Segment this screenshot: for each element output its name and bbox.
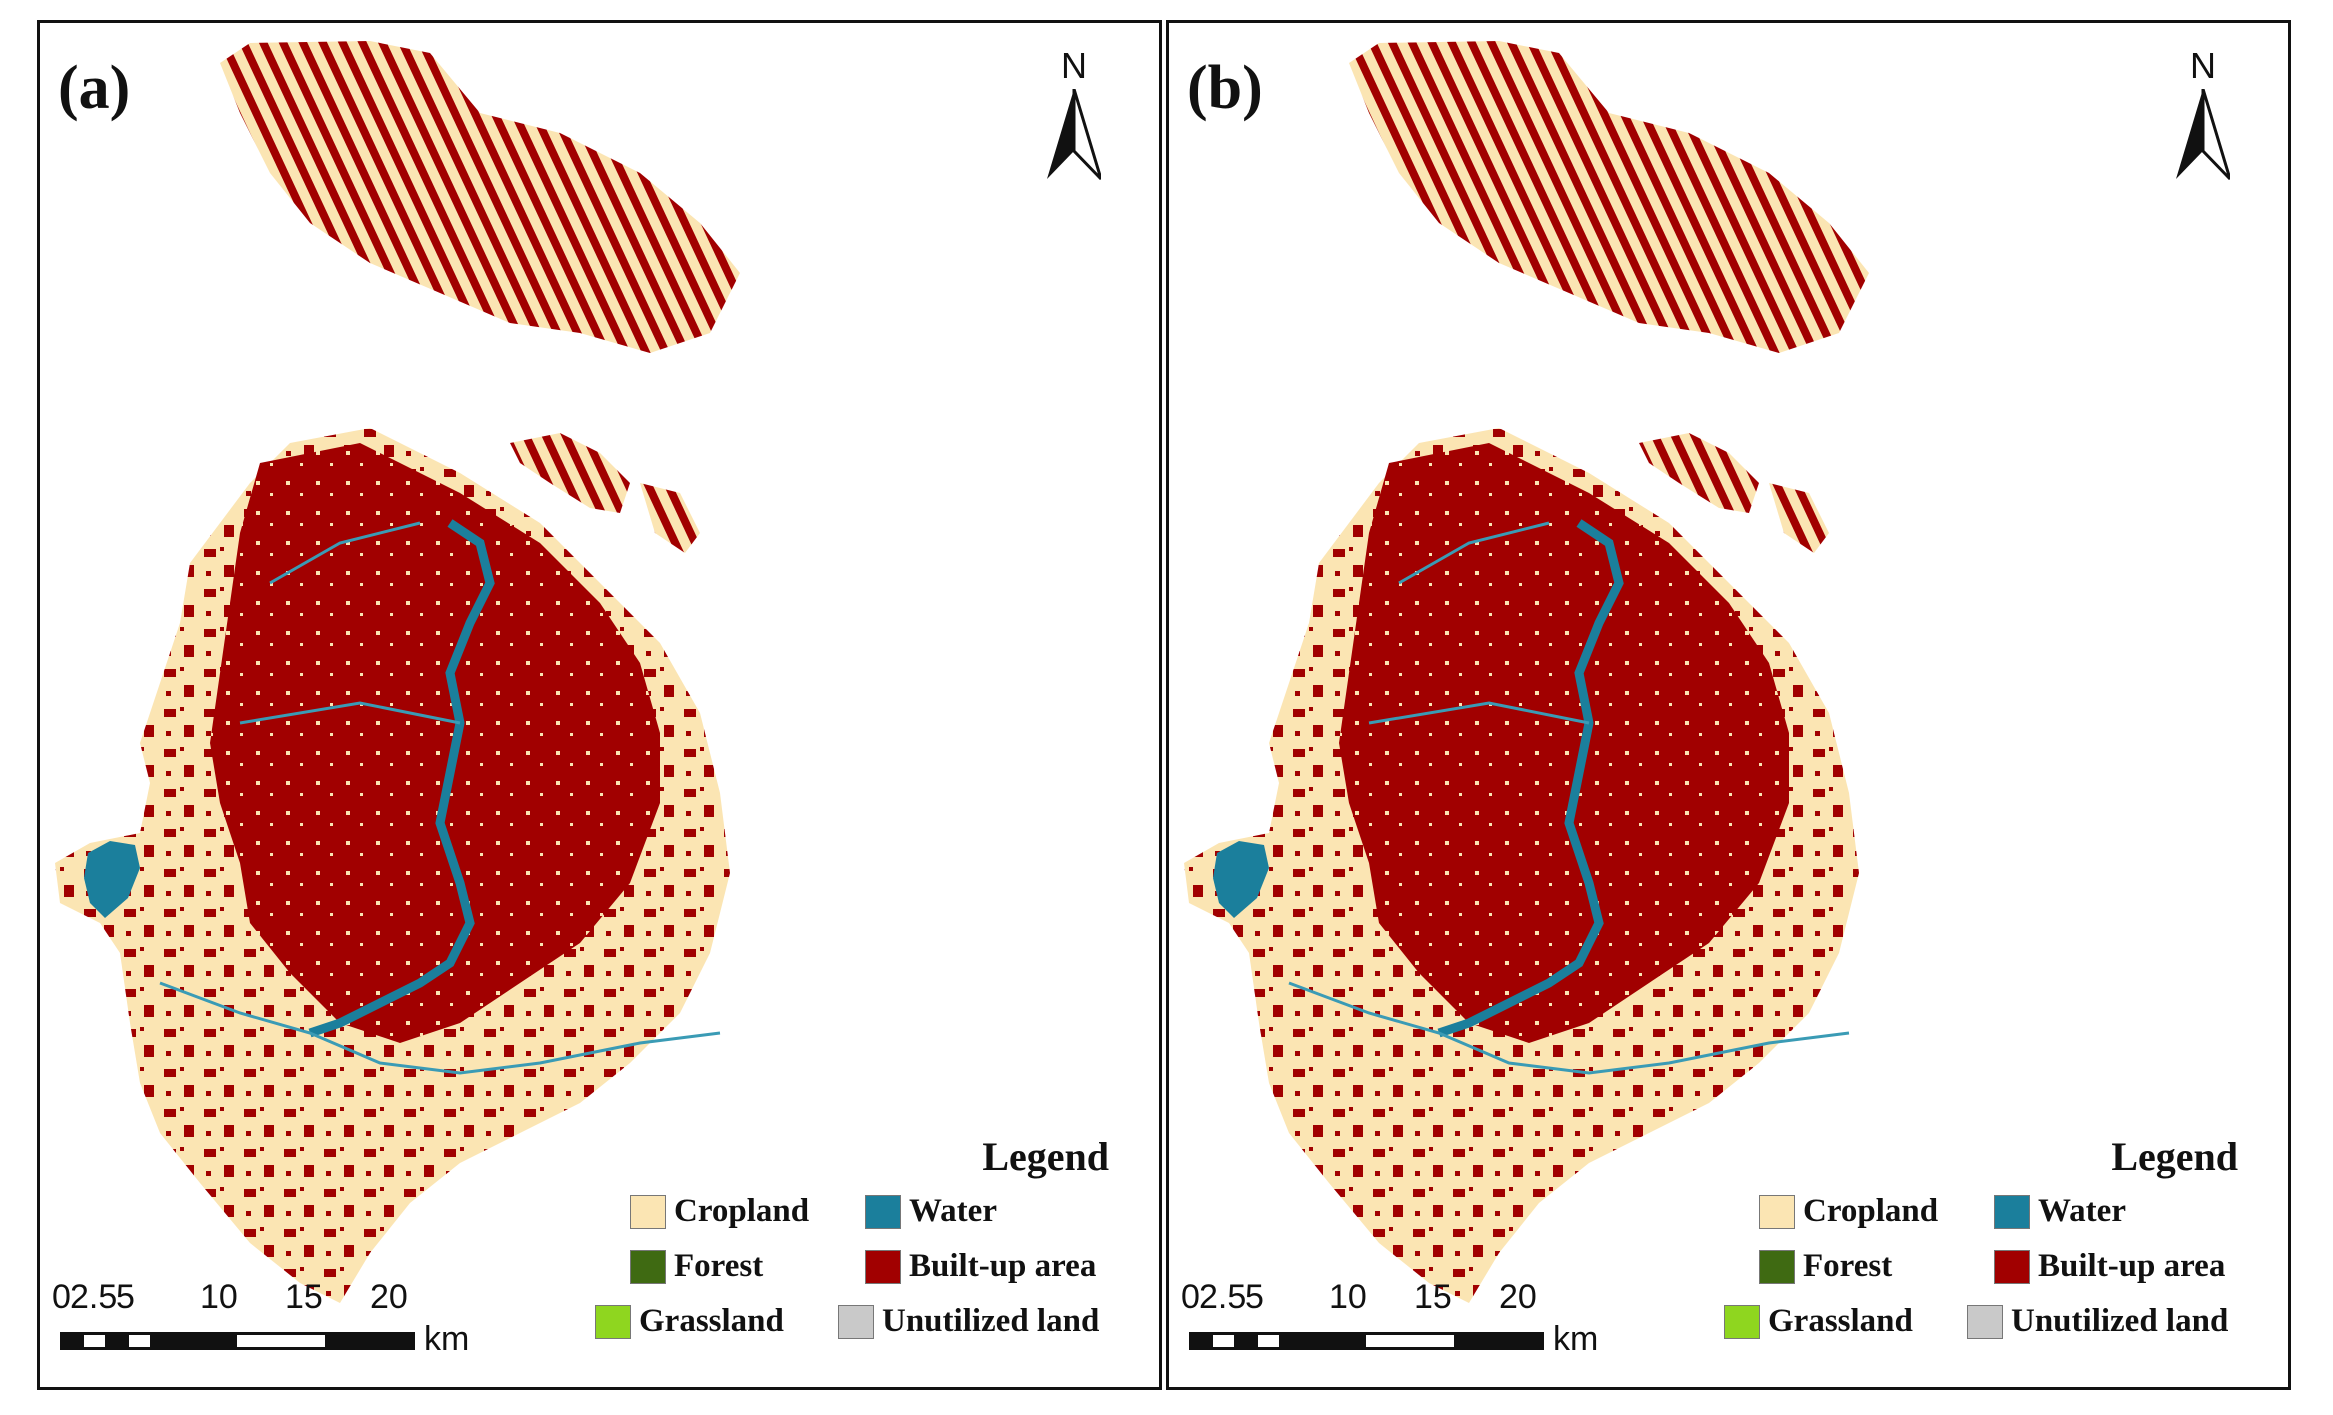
- legend-swatch-grassland: [1724, 1304, 1760, 1339]
- legend-swatch-water: [1994, 1194, 2030, 1229]
- legend-label: Cropland: [674, 1193, 810, 1229]
- north-arrow-icon: [2176, 89, 2230, 181]
- scale-tick: 10: [1329, 1278, 1367, 1316]
- legend-item-water: Water: [865, 1193, 997, 1230]
- river-main: [1437, 519, 1624, 1038]
- scale-tick: 20: [1499, 1278, 1537, 1316]
- lake: [1213, 841, 1269, 918]
- legend-item-grassland: Grassland: [595, 1303, 784, 1340]
- legend-label: Water: [909, 1193, 997, 1229]
- legend-title: Legend: [2111, 1134, 2238, 1179]
- legend-item-forest: Forest: [1759, 1248, 1892, 1285]
- scale-unit: km: [424, 1320, 470, 1358]
- legend-label: Forest: [674, 1248, 764, 1284]
- legend-swatch-unutilized: [1967, 1304, 2003, 1339]
- scale-bar: 0 2.5 5 10 15 20 km: [40, 1278, 500, 1378]
- scale-ticks: 0 2.5 5 10 15 20: [1169, 1278, 1629, 1318]
- legend-swatch-forest: [630, 1249, 666, 1284]
- land-use-map: [1184, 41, 1869, 1303]
- river-minor: [1288, 981, 1850, 1075]
- legend-item-unutilized: Unutilized land: [1967, 1303, 2228, 1340]
- scale-tick: 0: [1181, 1278, 1200, 1316]
- legend-item-grassland: Grassland: [1724, 1303, 1913, 1340]
- lake: [84, 841, 140, 918]
- island-north: [220, 41, 740, 353]
- island-north: [1349, 41, 1869, 353]
- scale-tick: 20: [370, 1278, 408, 1316]
- urban-core: [1339, 443, 1789, 1043]
- legend-item-forest: Forest: [630, 1248, 763, 1285]
- north-arrow: N: [1039, 45, 1109, 185]
- legend-swatch-built-up: [865, 1249, 901, 1284]
- legend-item-unutilized: Unutilized land: [838, 1303, 1099, 1340]
- legend-label: Cropland: [1803, 1193, 1939, 1229]
- legend-swatch-unutilized: [838, 1304, 874, 1339]
- scale-tick: 5: [1245, 1278, 1264, 1316]
- river-minor-2: [239, 521, 461, 725]
- river-minor: [159, 981, 721, 1075]
- scale-tick: 0: [52, 1278, 71, 1316]
- legend: Cropland Water Forest Built-up area Gras…: [595, 1193, 1155, 1373]
- island-small-2: [640, 483, 700, 553]
- legend-label: Water: [2038, 1193, 2126, 1229]
- legend-item-built-up: Built-up area: [865, 1248, 1096, 1285]
- map-panel-b: (b) N Legend Cropland Water Forest Built…: [1166, 20, 2291, 1390]
- panel-label: (a): [58, 54, 131, 122]
- scale-bar-graphic: [60, 1332, 415, 1350]
- legend-swatch-water: [865, 1194, 901, 1229]
- legend-label: Unutilized land: [882, 1303, 1100, 1339]
- scale-unit: km: [1553, 1320, 1599, 1358]
- legend-swatch-built-up: [1994, 1249, 2030, 1284]
- island-small-1: [1639, 433, 1759, 513]
- legend-item-built-up: Built-up area: [1994, 1248, 2225, 1285]
- legend-swatch-cropland: [630, 1194, 666, 1229]
- scale-tick: 10: [200, 1278, 238, 1316]
- island-small-2: [1769, 483, 1829, 553]
- north-letter: N: [1061, 45, 1087, 86]
- legend-swatch-forest: [1759, 1249, 1795, 1284]
- legend-title: Legend: [982, 1134, 1109, 1179]
- scale-bar: 0 2.5 5 10 15 20 km: [1169, 1278, 1629, 1378]
- scale-tick: 2.5: [1199, 1278, 1247, 1316]
- scale-bar-graphic: [1189, 1332, 1544, 1350]
- legend-label: Built-up area: [2038, 1248, 2226, 1284]
- land-use-map: [55, 41, 740, 1303]
- north-letter: N: [2190, 45, 2216, 86]
- north-arrow-icon: [1047, 89, 1101, 181]
- scale-tick: 15: [1414, 1278, 1452, 1316]
- legend-label: Built-up area: [909, 1248, 1097, 1284]
- scale-ticks: 0 2.5 5 10 15 20: [40, 1278, 500, 1318]
- urban-core: [210, 443, 660, 1043]
- river-minor-2: [1368, 521, 1590, 725]
- legend-swatch-grassland: [595, 1304, 631, 1339]
- north-arrow: N: [2168, 45, 2238, 185]
- legend-swatch-cropland: [1759, 1194, 1795, 1229]
- map-panel-a: (a) N Legend Cropland Water Forest Built…: [37, 20, 1162, 1390]
- island-small-1: [510, 433, 630, 513]
- scale-tick: 15: [285, 1278, 323, 1316]
- legend-label: Forest: [1803, 1248, 1893, 1284]
- panel-label: (b): [1187, 54, 1263, 122]
- legend-item-water: Water: [1994, 1193, 2126, 1230]
- legend: Cropland Water Forest Built-up area Gras…: [1724, 1193, 2284, 1373]
- legend-label: Grassland: [639, 1303, 784, 1339]
- legend-label: Unutilized land: [2011, 1303, 2229, 1339]
- legend-label: Grassland: [1768, 1303, 1913, 1339]
- river-main: [308, 519, 495, 1038]
- scale-tick: 5: [116, 1278, 135, 1316]
- scale-tick: 2.5: [70, 1278, 118, 1316]
- legend-item-cropland: Cropland: [1759, 1193, 1938, 1230]
- legend-item-cropland: Cropland: [630, 1193, 809, 1230]
